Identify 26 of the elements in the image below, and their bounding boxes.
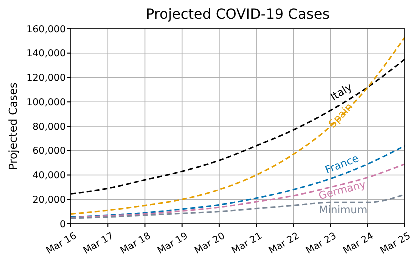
y-tick-label: 80,000 [32, 122, 66, 133]
line-series [70, 145, 406, 218]
x-tick-label: Mar 22 [267, 230, 302, 257]
text: Germany [318, 178, 368, 203]
x-tick-label: Mar 20 [193, 230, 228, 257]
y-tick-label: 0 [60, 219, 66, 230]
y-tick-label: 120,000 [26, 73, 66, 84]
y-tick-label: 60,000 [32, 146, 66, 158]
text: Italy [328, 81, 355, 104]
y-tick-label: 140,000 [26, 48, 66, 60]
y-tick-label: 100,000 [26, 97, 66, 108]
text: France [324, 152, 361, 177]
x-tick-label: Mar 18 [118, 230, 154, 257]
x-tick-label: Mar 24 [342, 230, 376, 257]
x-tick-label: Mar 25 [378, 230, 413, 257]
x-tick-label: Mar 23 [304, 230, 339, 257]
x-tick-label: Mar 21 [230, 230, 264, 257]
y-tick-label: 40,000 [32, 170, 66, 182]
y-tick-label: 160,000 [26, 24, 66, 36]
x-tick-label: Mar 17 [82, 230, 116, 257]
y-axis-title: Projected Cases [7, 82, 20, 170]
x-tick-label: Mar 19 [156, 230, 190, 257]
x-tick-label: Mar 16 [44, 230, 79, 257]
y-tick-label: 20,000 [32, 194, 66, 206]
line-series [70, 36, 406, 215]
chart-title: Projected COVID-19 Cases [146, 7, 330, 23]
